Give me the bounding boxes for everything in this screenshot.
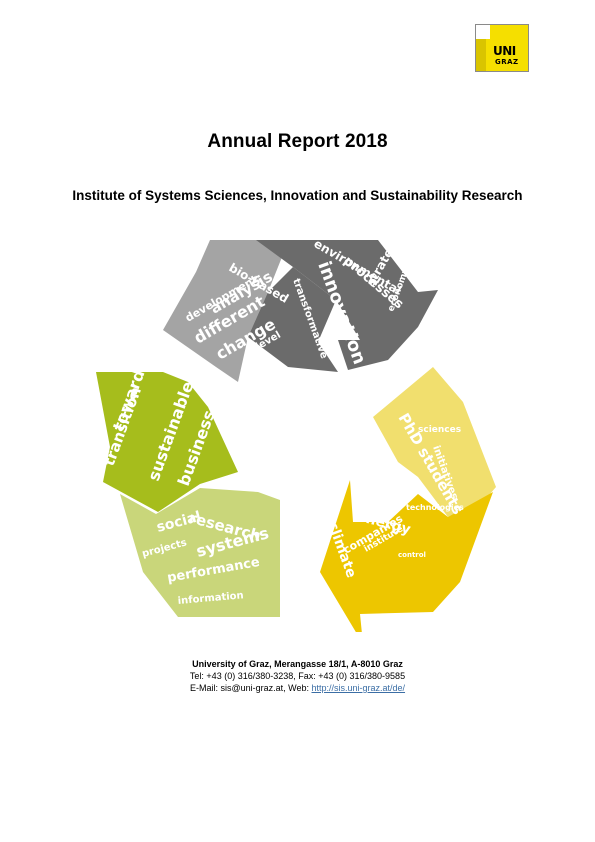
contact-block: University of Graz, Merangasse 18/1, A-8… xyxy=(0,658,595,694)
recycle-segment-yellow-light xyxy=(373,367,496,517)
logo-band xyxy=(476,25,486,71)
logo-text-graz: GRAZ xyxy=(495,58,519,66)
recycle-segment-green-light xyxy=(120,488,280,617)
email-web-prefix: E-Mail: sis@uni-graz.at, Web: xyxy=(189,683,312,693)
recycle-segment-grey-light xyxy=(163,240,288,382)
cloud-word: control xyxy=(398,551,426,559)
recycle-segment-grey-dark-2 xyxy=(248,267,338,372)
logo-text-uni: UNI xyxy=(493,44,516,58)
email-web-line: E-Mail: sis@uni-graz.at, Web: http://sis… xyxy=(0,682,595,694)
recycle-segment-yellow-dark xyxy=(320,480,493,632)
cloud-word: technologies xyxy=(406,503,464,512)
logo-corner xyxy=(476,25,490,39)
address-line: University of Graz, Merangasse 18/1, A-8… xyxy=(192,659,403,669)
recycle-segment-green-dark xyxy=(96,372,238,512)
recycle-segment-grey-dark xyxy=(256,240,438,370)
website-link[interactable]: http://sis.uni-graz.at/de/ xyxy=(311,683,406,693)
recycle-word-cloud-graphic: bio-based development different analysis… xyxy=(96,232,496,632)
page-subtitle: Institute of Systems Sciences, Innovatio… xyxy=(72,188,523,203)
cloud-word: sciences xyxy=(418,425,461,435)
phone-fax-line: Tel: +43 (0) 316/380-3238, Fax: +43 (0) … xyxy=(189,671,406,681)
uni-graz-logo: UNI GRAZ xyxy=(475,24,529,72)
page-title: Annual Report 2018 xyxy=(207,131,388,152)
